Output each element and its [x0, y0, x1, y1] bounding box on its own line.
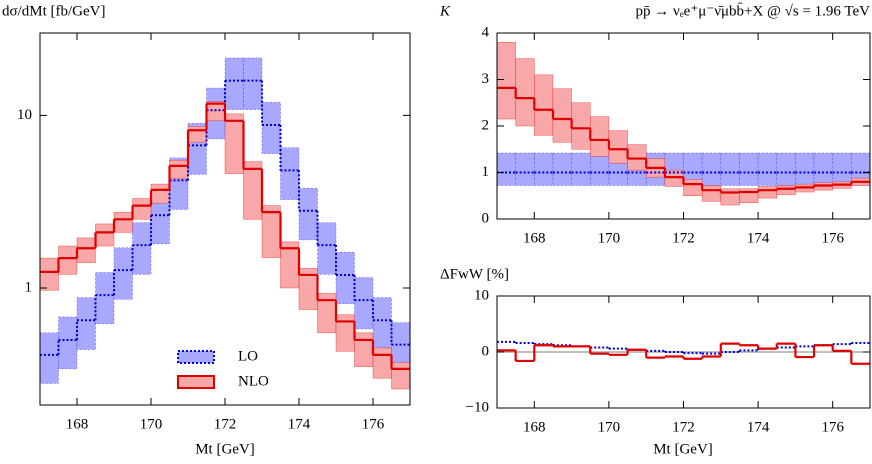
- error-band: [317, 222, 337, 275]
- error-band: [354, 277, 374, 330]
- error-band: [95, 272, 115, 325]
- x-tick-label: 168: [66, 416, 89, 432]
- error-band: [739, 152, 759, 186]
- x-axis-label: Mt [GeV]: [653, 441, 713, 457]
- error-band: [132, 198, 152, 220]
- error-band: [590, 116, 610, 157]
- y-tick-label: 0: [482, 343, 490, 359]
- error-band: [720, 188, 740, 206]
- legend-label: LO: [238, 348, 258, 364]
- x-tick-label: 174: [747, 419, 770, 435]
- y-tick-label: 0: [482, 210, 490, 226]
- error-band: [76, 297, 96, 350]
- error-band: [590, 152, 610, 186]
- x-tick-label: 168: [523, 419, 546, 435]
- error-band: [187, 126, 207, 143]
- x-tick-label: 168: [523, 230, 546, 246]
- error-band: [298, 188, 318, 241]
- error-band: [683, 179, 703, 197]
- y-tick-label: 10: [474, 287, 489, 303]
- error-band: [515, 58, 535, 127]
- x-tick-label: 174: [288, 416, 311, 432]
- legend-swatch: [177, 350, 215, 364]
- error-band: [757, 186, 777, 199]
- error-band: [261, 205, 281, 258]
- x-tick-label: 170: [598, 230, 621, 246]
- error-band: [132, 222, 152, 275]
- legend-swatch: [177, 375, 215, 389]
- x-tick-label: 170: [140, 416, 163, 432]
- error-band: [776, 152, 796, 186]
- error-band: [76, 237, 96, 264]
- error-band: [150, 183, 170, 204]
- y-tick-label: 1: [25, 279, 33, 295]
- error-band: [261, 102, 281, 154]
- chart-title: pp̄ → νₑe⁺μ⁻ν̄μbb̄+X @ √s = 1.96 TeV: [636, 3, 871, 19]
- error-band: [58, 245, 78, 275]
- error-band: [391, 362, 411, 390]
- y-axis-label: ΔFwW [%]: [440, 266, 509, 282]
- error-band: [571, 152, 591, 186]
- y-tick-label: 1: [482, 164, 490, 180]
- error-band: [571, 102, 591, 150]
- error-band: [534, 152, 554, 186]
- error-band: [372, 347, 392, 379]
- y-axis-label: dσ/dMt [fb/GeV]: [2, 3, 105, 19]
- error-band: [813, 152, 833, 186]
- error-band: [113, 247, 133, 300]
- x-tick-label: 176: [821, 419, 844, 435]
- legend-label: NLO: [238, 373, 269, 389]
- error-band: [552, 88, 572, 143]
- x-tick-label: 176: [362, 416, 385, 432]
- x-tick-label: 172: [672, 230, 695, 246]
- error-band: [39, 332, 59, 384]
- error-band: [627, 144, 647, 171]
- error-band: [280, 147, 300, 200]
- error-band: [776, 185, 796, 196]
- y-tick-label: 2: [482, 117, 490, 133]
- error-band: [113, 211, 133, 233]
- error-band: [58, 316, 78, 370]
- error-band: [496, 152, 516, 186]
- y-tick-label: 4: [482, 24, 490, 40]
- error-band: [608, 130, 628, 164]
- error-band: [243, 161, 263, 220]
- error-band: [496, 42, 516, 120]
- error-band: [169, 159, 189, 179]
- error-band: [534, 74, 554, 136]
- error-band: [95, 223, 115, 247]
- x-tick-label: 174: [747, 230, 770, 246]
- error-band: [795, 152, 815, 186]
- error-band: [552, 152, 572, 186]
- error-band: [39, 257, 59, 291]
- x-tick-label: 172: [672, 419, 695, 435]
- x-tick-label: 172: [214, 416, 237, 432]
- error-band: [243, 57, 263, 110]
- y-tick-label: 3: [482, 71, 490, 87]
- error-band: [701, 152, 722, 186]
- y-tick-label: 10: [17, 107, 32, 123]
- error-band: [224, 57, 244, 110]
- y-axis-label: K: [439, 3, 451, 19]
- error-band: [335, 252, 355, 305]
- x-tick-label: 176: [821, 230, 844, 246]
- error-band: [701, 185, 722, 202]
- error-band: [372, 297, 392, 350]
- error-band: [224, 113, 244, 174]
- error-band: [335, 314, 355, 352]
- error-band: [832, 152, 852, 186]
- error-band: [739, 188, 759, 203]
- x-tick-label: 170: [598, 419, 621, 435]
- error-band: [720, 152, 740, 186]
- error-band: [515, 152, 535, 186]
- y-tick-label: −10: [466, 399, 489, 415]
- error-band: [354, 332, 374, 367]
- error-band: [757, 152, 777, 186]
- x-axis-label: Mt [GeV]: [195, 441, 255, 457]
